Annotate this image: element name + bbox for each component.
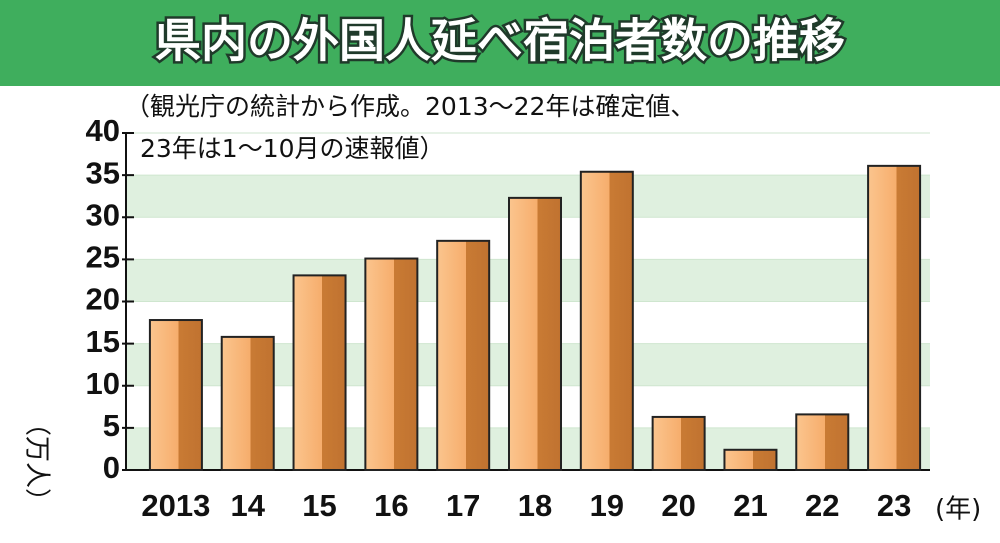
y-tick-label: 35	[86, 155, 120, 190]
x-tick-label: 15	[302, 488, 336, 523]
y-tick-label: 10	[86, 366, 120, 401]
bar	[651, 415, 706, 471]
x-tick-label: 23	[877, 488, 911, 523]
y-axis-label: （万人）	[22, 410, 52, 514]
x-tick-label: 17	[446, 488, 480, 523]
bar	[579, 170, 634, 471]
y-tick-label: 30	[86, 197, 120, 232]
y-tick-label: 15	[86, 324, 120, 359]
y-tick-label: 0	[103, 450, 120, 485]
x-tick-label: 18	[518, 488, 552, 523]
bar	[723, 448, 778, 471]
x-tick-label: 22	[805, 488, 839, 523]
bar	[436, 239, 491, 471]
bar	[795, 413, 850, 471]
x-tick-label: 2013	[141, 488, 210, 523]
bar	[364, 257, 419, 471]
bar	[508, 196, 562, 471]
x-tick-label: 16	[374, 488, 408, 523]
title-band	[0, 0, 1000, 86]
subtitle: 23年は1～10月の速報値）	[140, 134, 445, 163]
chart-title: 県内の外国人延べ宿泊者数の推移	[155, 14, 845, 68]
y-tick-label: 40	[86, 113, 120, 148]
y-tick-label: 20	[86, 282, 120, 317]
bar	[867, 164, 922, 471]
x-tick-label: 20	[661, 488, 695, 523]
bar	[292, 274, 347, 471]
x-tick-label: 21	[733, 488, 767, 523]
bar	[148, 319, 203, 471]
bar	[220, 335, 275, 472]
x-tick-label: 14	[230, 488, 265, 523]
y-tick-label: 25	[86, 240, 120, 275]
y-tick-label: 5	[103, 408, 120, 443]
x-axis-label: (年)	[935, 495, 981, 525]
subtitle: （観光庁の統計から作成。2013～22年は確定値、	[125, 92, 695, 121]
x-tick-label: 19	[590, 488, 624, 523]
